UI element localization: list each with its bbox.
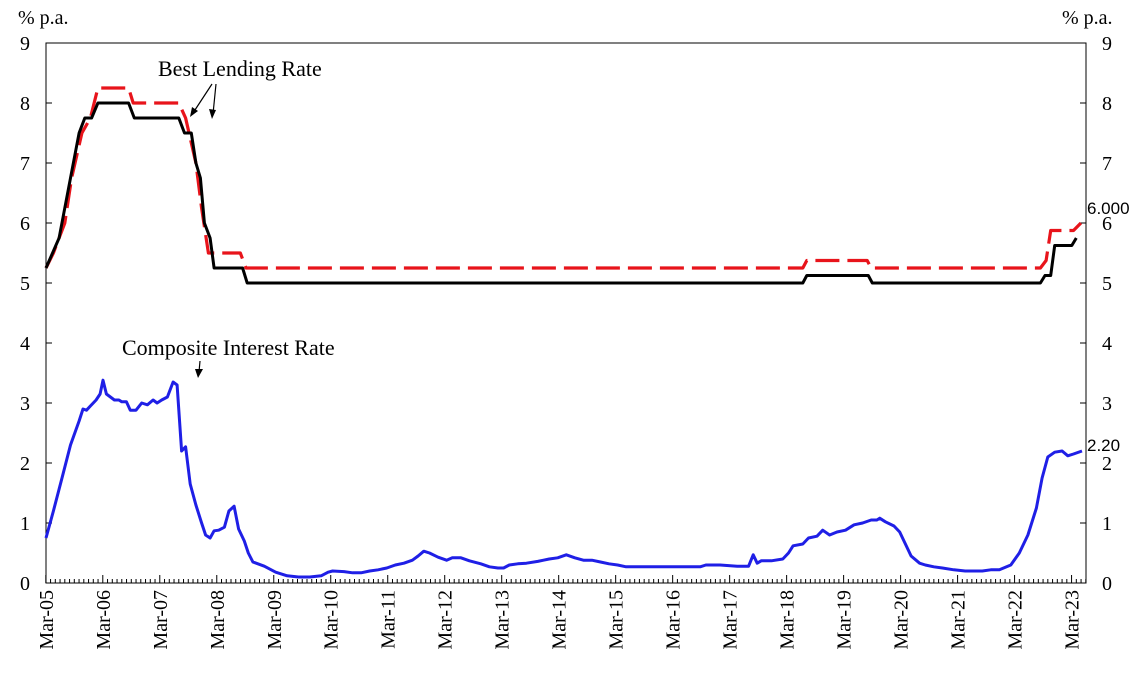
blr-arrow-black-head: [209, 109, 216, 119]
plot-frame: [45, 42, 1087, 584]
composite-end-value: 2.20: [1087, 436, 1120, 455]
y-tick-label-left: 9: [20, 33, 30, 55]
x-tick-label: Mar-17: [720, 590, 742, 650]
x-axis-ticks: Mar-05 Mar-06 Mar-07 Mar-08 Mar-09 Mar-10 Mar-…: [36, 575, 1087, 650]
y-tick-label-right: 8: [1102, 93, 1112, 115]
x-tick-label: Mar-09: [264, 590, 286, 650]
x-tick-label: Mar-06: [93, 590, 115, 650]
y-tick-label-right: 1: [1102, 513, 1112, 535]
series-line-composite: [44, 378, 1083, 579]
blr-annotation-label: Best Lending Rate: [158, 56, 322, 81]
x-tick-label: Mar-15: [606, 590, 628, 650]
x-tick-label: Mar-12: [435, 590, 457, 650]
x-tick-label: Mar-08: [207, 590, 229, 650]
composite-arrow-head: [195, 369, 203, 378]
x-tick-label: Mar-07: [150, 590, 172, 650]
blr-arrow-black: [212, 83, 217, 115]
x-tick-label: Mar-14: [549, 590, 571, 650]
y-tick-label-left: 7: [20, 153, 30, 175]
x-tick-label: Mar-19: [834, 590, 856, 650]
y-unit-left: % p.a.: [18, 7, 69, 29]
x-tick-label: Mar-11: [378, 590, 400, 649]
series-layer: [44, 86, 1083, 579]
blr-arrow-red: [192, 83, 213, 114]
y-tick-label-right: 3: [1102, 393, 1112, 415]
y-tick-label-left: 8: [20, 93, 30, 115]
y-tick-label-right: 4: [1102, 333, 1112, 355]
y-tick-label-right: 5: [1102, 273, 1112, 295]
y-tick-label-left: 4: [20, 333, 30, 355]
y-tick-label-left: 5: [20, 273, 30, 295]
y-axis-ticks: 0 0 1 1 2 2 3 3 4 4 5 5 6 6 7 7 8 8 9 9: [20, 33, 1112, 595]
y-tick-label-right: 9: [1102, 33, 1112, 55]
blr-arrow-red-head: [190, 107, 198, 117]
y-tick-label-right: 6: [1102, 213, 1112, 235]
blr-end-value: 6.000: [1087, 199, 1130, 218]
y-unit-right: % p.a.: [1062, 7, 1113, 29]
x-tick-label: Mar-05: [36, 590, 58, 650]
y-tick-label-left: 3: [20, 393, 30, 415]
x-tick-label: Mar-20: [891, 590, 913, 650]
composite-annotation-label: Composite Interest Rate: [122, 335, 335, 360]
x-tick-label: Mar-22: [1005, 590, 1027, 650]
x-tick-label: Mar-16: [663, 590, 685, 650]
y-tick-label-left: 0: [20, 573, 30, 595]
series-line-blr_low: [44, 101, 1078, 285]
y-tick-label-left: 2: [20, 453, 30, 475]
y-tick-label-right: 7: [1102, 153, 1112, 175]
y-tick-label-left: 1: [20, 513, 30, 535]
y-tick-label-left: 6: [20, 213, 30, 235]
x-tick-label: Mar-10: [321, 590, 343, 650]
y-tick-label-right: 0: [1102, 573, 1112, 595]
y-tick-label-right: 2: [1102, 453, 1112, 475]
x-tick-label: Mar-18: [777, 590, 799, 650]
x-tick-label: Mar-21: [948, 590, 970, 650]
x-tick-label: Mar-23: [1062, 590, 1084, 650]
x-tick-label: Mar-13: [492, 590, 514, 650]
